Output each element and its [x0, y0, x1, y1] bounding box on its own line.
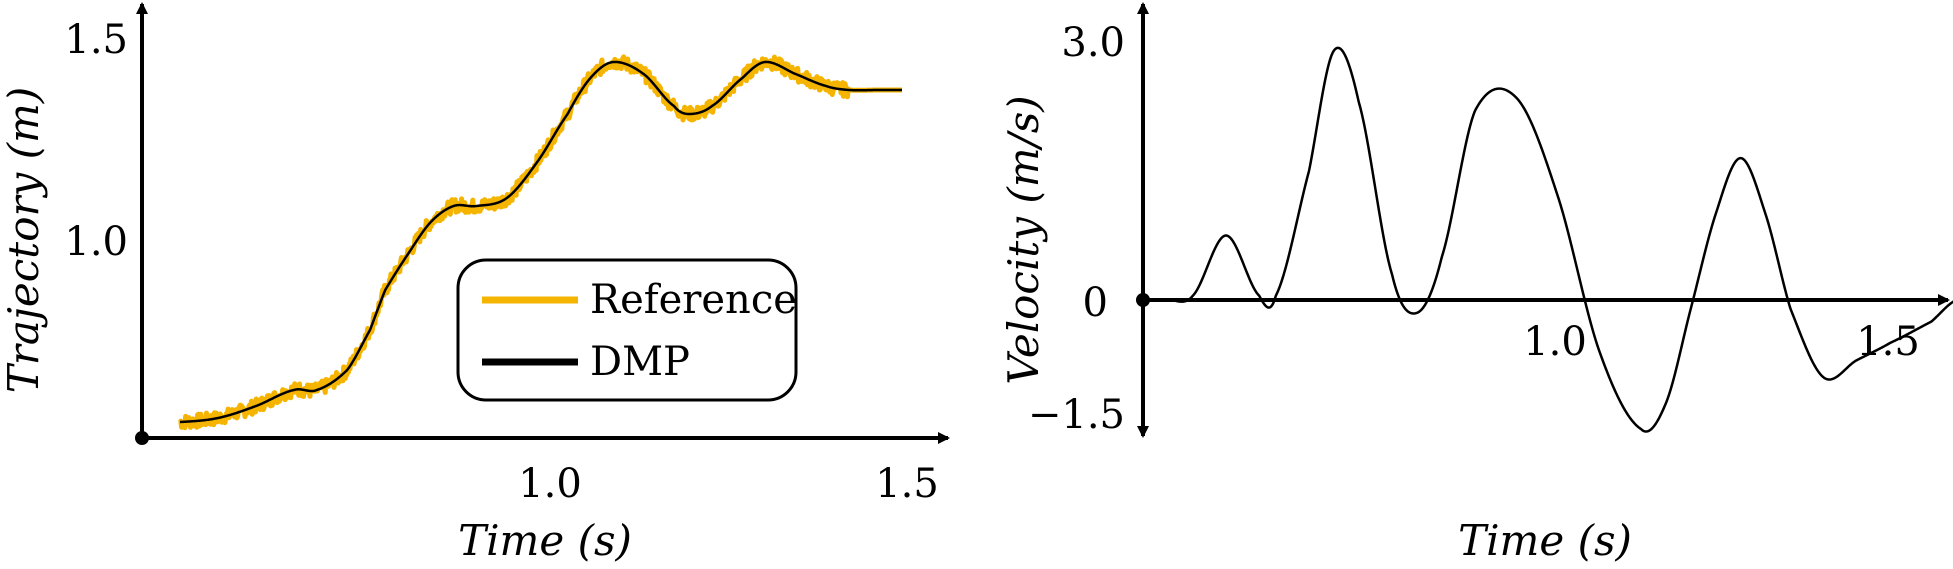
- velocity-panel: 3.0 0 −1.5 1.0 1.5 Time (s) Velocity (m/…: [999, 2, 1953, 565]
- y-tick-label: 3.0: [1061, 20, 1125, 66]
- dmp-series-line: [179, 60, 903, 424]
- legend-label-reference: Reference: [590, 277, 797, 323]
- y-tick-label: 1.0: [64, 219, 128, 265]
- origin-dot: [135, 431, 149, 445]
- x-axis-label: Time (s): [458, 516, 632, 565]
- legend: Reference DMP: [456, 258, 798, 402]
- x-tick-label: 1.0: [1523, 319, 1587, 365]
- legend-label-dmp: DMP: [590, 339, 690, 385]
- velocity-series-line: [1167, 46, 1953, 433]
- x-tick-label: 1.0: [518, 461, 582, 507]
- x-tick-label: 1.5: [875, 461, 939, 507]
- trajectory-panel: 1.5 1.0 1.0 1.5 Time (s) Trajectory (m) …: [0, 2, 950, 565]
- y-axis-label: Velocity (m/s): [999, 95, 1048, 384]
- y-tick-label: 0: [1083, 280, 1108, 326]
- origin-dot: [1136, 293, 1150, 307]
- y-tick-label: 1.5: [64, 17, 128, 63]
- y-axis-label: Trajectory (m): [0, 87, 48, 393]
- x-tick-label: 1.5: [1856, 319, 1920, 365]
- x-axis-label: Time (s): [1458, 516, 1632, 565]
- y-tick-label: −1.5: [1028, 392, 1125, 438]
- reference-series-line: [178, 54, 904, 431]
